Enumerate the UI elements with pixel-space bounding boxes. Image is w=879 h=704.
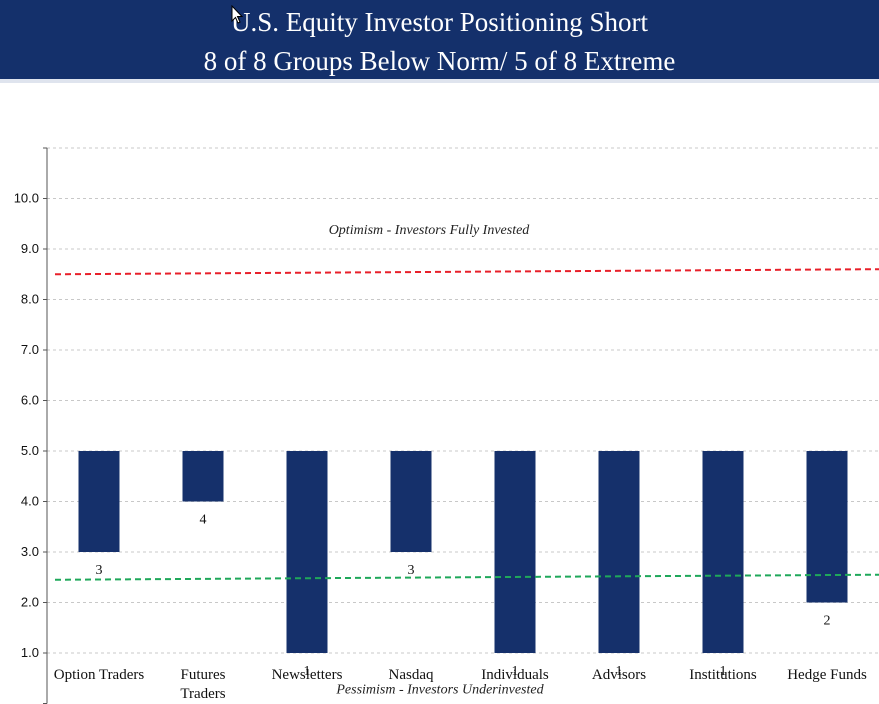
- x-tick-label: Option Traders: [54, 667, 145, 683]
- bar-chart: 1.0 2.0 3.0 4.0 5.0 6.0 7.0 8.0 9.0 10.0 Optimism…: [14, 147, 879, 704]
- x-tick-label: Hedge Funds: [787, 667, 867, 683]
- bar: [494, 451, 536, 653]
- x-axis-labels: Option Traders Futures Traders Newsletters N…: [54, 667, 867, 702]
- bar: [702, 451, 744, 653]
- y-tick-label: 5.0: [21, 443, 39, 458]
- mouse-pointer-icon: [231, 5, 244, 24]
- x-tick-label: Advisors: [592, 667, 646, 683]
- y-tick-label: 4.0: [21, 494, 39, 509]
- data-labels: 3 4 1 3 1 1 1 2: [96, 513, 831, 680]
- data-label: 3: [96, 563, 103, 578]
- y-tick-label: 10.0: [14, 191, 39, 206]
- x-tick-label: Individuals: [481, 667, 549, 683]
- x-tick-label: Newsletters: [272, 667, 343, 683]
- y-tick-label: 2.0: [21, 595, 39, 610]
- y-tick-label: 6.0: [21, 393, 39, 408]
- pessimism-annotation: Pessimism - Investors Underinvested: [335, 682, 544, 697]
- data-label: 1: [616, 664, 623, 679]
- data-label: 1: [304, 664, 311, 679]
- data-label: 2: [824, 614, 831, 629]
- optimism-annotation: Optimism - Investors Fully Invested: [329, 223, 531, 238]
- data-label: 3: [408, 563, 415, 578]
- chart-title: U.S. Equity Investor Positioning Short: [230, 7, 649, 37]
- y-axis-ticks: 1.0 2.0 3.0 4.0 5.0 6.0 7.0 8.0 9.0 10.0: [14, 147, 47, 704]
- bars: [78, 451, 848, 653]
- pessimism-line: [54, 573, 879, 581]
- header-divider: [0, 79, 879, 83]
- bar: [78, 451, 120, 552]
- chart-title-banner: U.S. Equity Investor Positioning Short 8…: [0, 0, 879, 79]
- reference-lines: [54, 268, 879, 581]
- y-tick-label: 8.0: [21, 292, 39, 307]
- data-label: 1: [512, 664, 519, 679]
- chart-subtitle: 8 of 8 Groups Below Norm/ 5 of 8 Extreme: [203, 46, 676, 76]
- y-tick-label: 1.0: [21, 645, 39, 660]
- x-tick-label: Nasdaq: [389, 667, 434, 683]
- bar: [182, 451, 224, 502]
- x-tick-label: Traders: [180, 686, 225, 702]
- y-tick-label: 9.0: [21, 241, 39, 256]
- y-tick-label: 3.0: [21, 544, 39, 559]
- y-tick-label: 7.0: [21, 342, 39, 357]
- x-tick-label: Institutions: [689, 667, 757, 683]
- bar: [390, 451, 432, 552]
- bar: [806, 451, 848, 603]
- optimism-line: [54, 268, 879, 276]
- data-label: 1: [720, 664, 727, 679]
- data-label: 4: [200, 513, 207, 528]
- x-tick-label: Futures: [181, 667, 226, 683]
- bar: [598, 451, 640, 653]
- bar: [286, 451, 328, 653]
